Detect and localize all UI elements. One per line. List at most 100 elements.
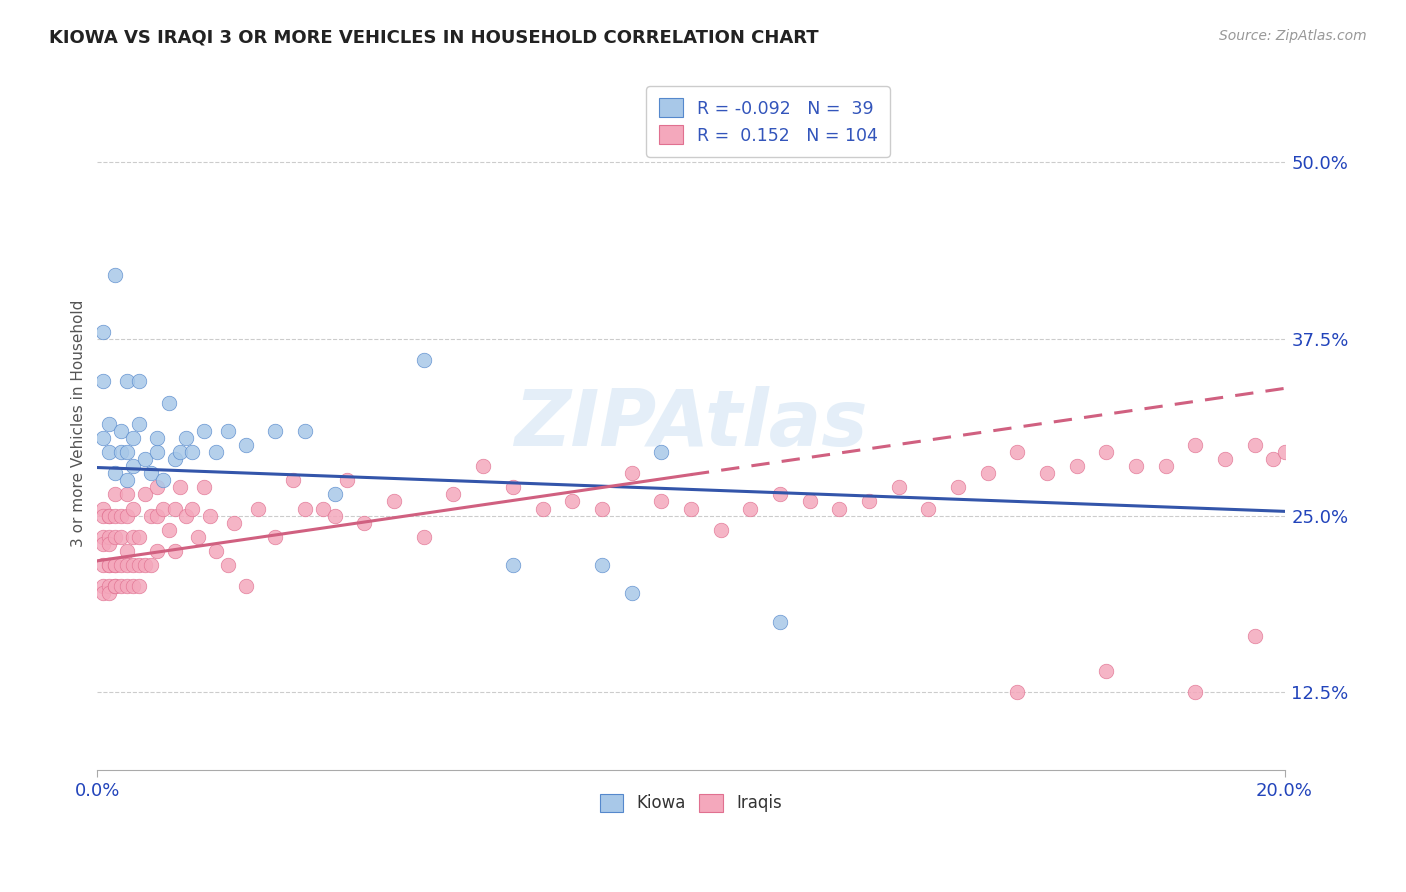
- Point: [163, 452, 186, 467]
- Point: [887, 480, 910, 494]
- Point: [110, 558, 132, 572]
- Point: [98, 579, 121, 593]
- Point: [128, 558, 150, 572]
- Point: [104, 579, 127, 593]
- Point: [104, 558, 127, 572]
- Point: [110, 508, 132, 523]
- Point: [710, 523, 733, 537]
- Point: [98, 445, 121, 459]
- Point: [104, 508, 127, 523]
- Point: [323, 508, 346, 523]
- Point: [122, 459, 145, 474]
- Point: [336, 473, 359, 487]
- Point: [917, 501, 939, 516]
- Point: [1274, 445, 1296, 459]
- Point: [412, 353, 434, 368]
- Point: [104, 268, 127, 283]
- Point: [110, 579, 132, 593]
- Point: [858, 494, 880, 508]
- Point: [222, 516, 245, 530]
- Point: [122, 501, 145, 516]
- Point: [134, 487, 156, 501]
- Point: [294, 424, 316, 438]
- Point: [98, 558, 121, 572]
- Point: [91, 558, 114, 572]
- Point: [1154, 459, 1177, 474]
- Point: [98, 558, 121, 572]
- Point: [145, 431, 167, 445]
- Point: [1125, 459, 1147, 474]
- Point: [91, 325, 114, 339]
- Point: [591, 558, 613, 572]
- Point: [561, 494, 583, 508]
- Point: [769, 487, 792, 501]
- Text: KIOWA VS IRAQI 3 OR MORE VEHICLES IN HOUSEHOLD CORRELATION CHART: KIOWA VS IRAQI 3 OR MORE VEHICLES IN HOU…: [49, 29, 818, 46]
- Point: [591, 501, 613, 516]
- Point: [312, 501, 335, 516]
- Point: [412, 530, 434, 544]
- Point: [115, 445, 138, 459]
- Point: [145, 480, 167, 494]
- Point: [134, 452, 156, 467]
- Point: [198, 508, 221, 523]
- Text: Source: ZipAtlas.com: Source: ZipAtlas.com: [1219, 29, 1367, 43]
- Point: [1184, 438, 1206, 452]
- Point: [91, 530, 114, 544]
- Point: [1066, 459, 1088, 474]
- Point: [128, 579, 150, 593]
- Point: [139, 508, 162, 523]
- Point: [1007, 445, 1029, 459]
- Point: [946, 480, 969, 494]
- Point: [145, 508, 167, 523]
- Point: [128, 417, 150, 431]
- Point: [122, 558, 145, 572]
- Point: [650, 445, 672, 459]
- Point: [205, 544, 228, 558]
- Point: [264, 424, 287, 438]
- Point: [139, 558, 162, 572]
- Point: [382, 494, 405, 508]
- Point: [353, 516, 375, 530]
- Point: [181, 501, 204, 516]
- Point: [181, 445, 204, 459]
- Point: [104, 530, 127, 544]
- Point: [98, 508, 121, 523]
- Point: [264, 530, 287, 544]
- Point: [98, 537, 121, 551]
- Point: [187, 530, 209, 544]
- Point: [163, 501, 186, 516]
- Point: [115, 558, 138, 572]
- Point: [193, 480, 215, 494]
- Y-axis label: 3 or more Vehicles in Household: 3 or more Vehicles in Household: [72, 300, 86, 548]
- Point: [139, 466, 162, 480]
- Point: [679, 501, 702, 516]
- Point: [115, 473, 138, 487]
- Point: [110, 530, 132, 544]
- Point: [650, 494, 672, 508]
- Point: [115, 579, 138, 593]
- Point: [98, 586, 121, 600]
- Point: [152, 473, 174, 487]
- Point: [91, 374, 114, 388]
- Point: [128, 530, 150, 544]
- Point: [799, 494, 821, 508]
- Point: [620, 466, 643, 480]
- Point: [620, 586, 643, 600]
- Point: [110, 445, 132, 459]
- Point: [828, 501, 851, 516]
- Point: [740, 501, 762, 516]
- Point: [128, 374, 150, 388]
- Point: [1303, 445, 1326, 459]
- Point: [176, 508, 198, 523]
- Point: [1213, 452, 1236, 467]
- Point: [235, 438, 257, 452]
- Point: [98, 417, 121, 431]
- Legend: Kiowa, Iraqis: Kiowa, Iraqis: [588, 782, 793, 824]
- Point: [246, 501, 269, 516]
- Point: [145, 544, 167, 558]
- Point: [531, 501, 554, 516]
- Point: [115, 374, 138, 388]
- Point: [91, 579, 114, 593]
- Point: [134, 558, 156, 572]
- Point: [157, 523, 180, 537]
